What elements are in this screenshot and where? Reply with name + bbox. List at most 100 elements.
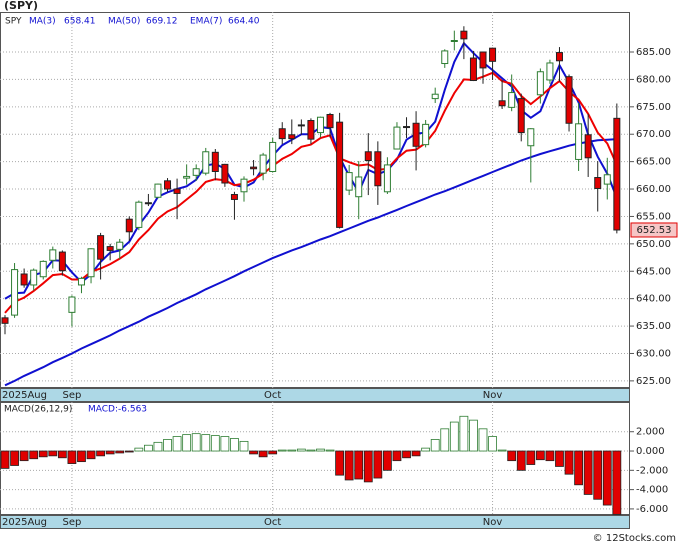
macd-bar xyxy=(296,448,306,452)
macd-bar xyxy=(153,441,163,452)
line-series xyxy=(4,138,617,387)
macd-bar xyxy=(545,450,555,462)
candle-body xyxy=(517,98,525,134)
x-tick-label: Nov xyxy=(483,517,503,528)
macd-bar xyxy=(163,439,172,452)
candle-body xyxy=(144,202,152,205)
candle-body xyxy=(469,57,477,82)
candle-body xyxy=(508,92,516,108)
y-tick-label: 0.000 xyxy=(636,446,665,457)
candle-body xyxy=(173,188,181,194)
price-panel xyxy=(0,12,630,388)
macd-bar xyxy=(182,434,192,452)
macd-bar xyxy=(306,449,316,452)
candle-body xyxy=(336,121,344,228)
candle-body xyxy=(527,128,535,147)
candle-body xyxy=(575,123,583,160)
macd-bar xyxy=(535,450,545,461)
macd-bar xyxy=(593,450,603,500)
macd-bar xyxy=(48,450,58,457)
macd-bar xyxy=(478,428,488,452)
macd-bar xyxy=(516,450,526,471)
macd-bar xyxy=(29,450,39,460)
y-tick-label: 640.00 xyxy=(636,294,671,305)
macd-bar xyxy=(210,435,220,452)
macd-bar xyxy=(316,448,325,452)
legend-value: 664.40 xyxy=(228,17,260,27)
macd-bar xyxy=(344,450,354,481)
chart-title: (SPY) xyxy=(4,0,38,12)
y-tick-label: 635.00 xyxy=(636,321,671,332)
y-tick-label: -6.000 xyxy=(636,504,668,515)
macd-bar xyxy=(430,439,440,452)
candle-body xyxy=(49,249,57,261)
macd-bar xyxy=(67,450,77,464)
y-tick-label: 630.00 xyxy=(636,348,671,359)
candle-body xyxy=(613,117,621,231)
macd-bar xyxy=(201,434,211,452)
candle-body xyxy=(106,246,114,251)
candle-body xyxy=(77,277,85,286)
candle-body xyxy=(87,248,95,278)
y-tick-label: 650.00 xyxy=(636,239,671,250)
candle-body xyxy=(536,71,544,96)
candle-body xyxy=(374,151,382,187)
macd-bar xyxy=(57,450,67,459)
candle-body xyxy=(431,93,439,100)
legend-entry: MA(3) xyxy=(29,17,56,27)
macd-bar xyxy=(10,450,19,466)
candle-body xyxy=(259,154,267,174)
price-tag-label: 652.53 xyxy=(637,225,672,236)
candle-body xyxy=(355,176,363,198)
macd-bar xyxy=(249,450,258,455)
y-tick-label: 685.00 xyxy=(636,47,671,58)
macd-bar xyxy=(382,450,392,471)
macd-bar xyxy=(564,450,574,475)
candle-body xyxy=(278,128,286,140)
macd-bar xyxy=(488,436,497,452)
candle-body xyxy=(345,172,353,191)
price-tag xyxy=(630,222,678,238)
macd-title: MACD(26,12,9) xyxy=(4,405,72,415)
macd-bar xyxy=(392,450,402,462)
macd-value: MACD:-6.563 xyxy=(88,405,147,415)
macd-bar xyxy=(38,450,48,458)
macd-bar xyxy=(0,450,10,469)
y-tick-label: 680.00 xyxy=(636,74,671,85)
candle-body xyxy=(412,122,420,147)
candle-body xyxy=(135,201,143,228)
macd-bar xyxy=(172,436,182,452)
candle-body xyxy=(546,62,554,81)
candle-body xyxy=(240,178,248,193)
x-tick-label: 2025Aug xyxy=(2,390,47,401)
macd-bar xyxy=(191,433,201,452)
macd-bar xyxy=(469,419,478,452)
candle-body xyxy=(489,47,497,62)
candle-body xyxy=(450,40,458,43)
macd-bar xyxy=(134,447,144,452)
candle-body xyxy=(269,141,277,172)
candle-body xyxy=(422,123,430,146)
candle-body xyxy=(479,51,487,69)
macd-bar xyxy=(287,449,297,452)
candle-body xyxy=(441,50,449,65)
macd-bar xyxy=(402,450,411,459)
candle-body xyxy=(555,52,563,62)
candle-body xyxy=(1,317,9,324)
legend-value: 669.12 xyxy=(146,17,178,27)
macd-bar xyxy=(574,450,583,486)
candle-body xyxy=(116,241,124,250)
x-tick-label: 2025Aug xyxy=(2,517,47,528)
y-tick-label: 2.000 xyxy=(636,427,665,438)
candle-body xyxy=(584,134,592,159)
candle-body xyxy=(39,260,47,278)
candle-body xyxy=(316,116,324,134)
macd-bar xyxy=(96,450,105,457)
candle-body xyxy=(403,126,411,129)
candle-body xyxy=(192,168,200,176)
legend-symbol: SPY xyxy=(5,17,22,27)
macd-bar xyxy=(449,421,459,452)
footer: © 12Stocks.com xyxy=(593,533,676,544)
macd-bar xyxy=(115,450,125,454)
